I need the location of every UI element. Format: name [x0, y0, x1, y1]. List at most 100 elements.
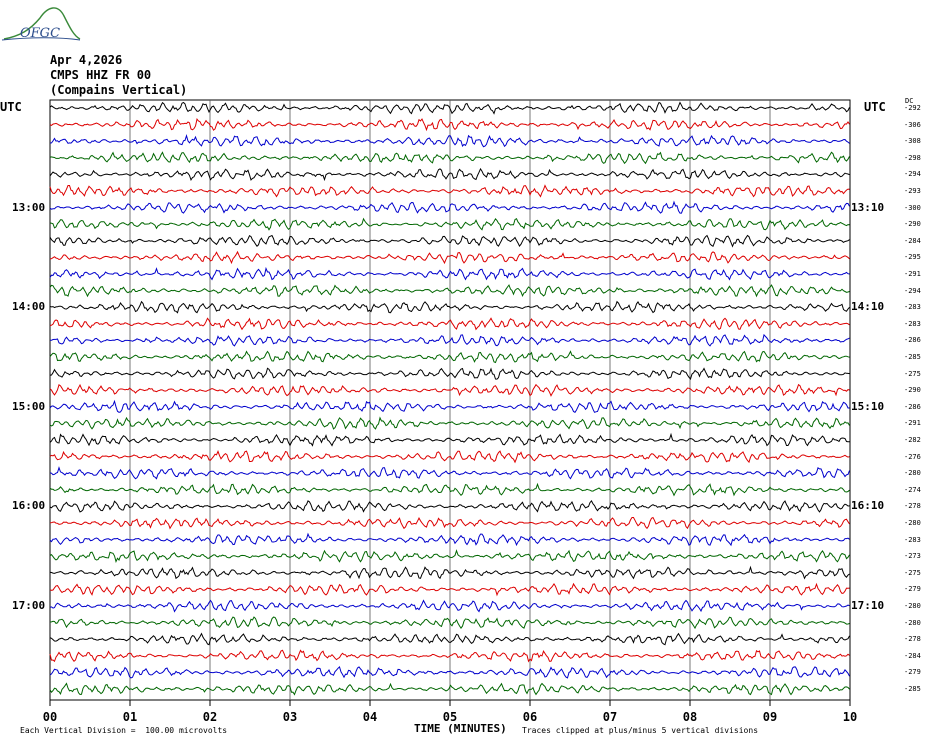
dc-offset-27: -283 — [904, 535, 921, 544]
trace-35 — [49, 665, 850, 679]
footer-clip-note: Traces clipped at plus/minus 5 vertical … — [522, 726, 759, 735]
dc-offset-14: -283 — [904, 319, 921, 328]
x-axis-label: TIME (MINUTES) — [414, 722, 507, 735]
trace-16 — [49, 350, 850, 364]
trace-11 — [49, 266, 850, 281]
header-station: CMPS HHZ FR 00 — [50, 68, 152, 82]
trace-14 — [49, 317, 850, 331]
x-tick-label-00: 00 — [42, 710, 58, 724]
trace-29 — [49, 565, 850, 580]
dc-offset-9: -284 — [904, 236, 921, 245]
right-time-1710: 17:10 — [851, 599, 885, 612]
dc-offset-29: -275 — [904, 568, 921, 577]
dc-offset-28: -273 — [904, 552, 921, 561]
utc-label-right: UTC — [864, 100, 886, 114]
dc-label: DC — [905, 97, 914, 105]
trace-6 — [49, 184, 850, 198]
trace-9 — [49, 234, 850, 248]
dc-offset-7: -300 — [904, 203, 921, 212]
x-tick-label-06: 06 — [522, 710, 538, 724]
x-tick-label-04: 04 — [362, 710, 378, 724]
x-tick-label-08: 08 — [682, 710, 698, 724]
trace-2 — [49, 117, 850, 132]
trace-27 — [49, 532, 850, 547]
trace-28 — [49, 549, 850, 563]
trace-5 — [49, 167, 850, 182]
trace-32 — [49, 616, 850, 630]
logo-text: OFGC — [20, 26, 61, 41]
dc-offset-21: -282 — [904, 436, 921, 444]
dc-offset-12: -294 — [904, 286, 921, 295]
trace-36 — [49, 682, 850, 696]
x-tick-label-05: 05 — [442, 710, 458, 724]
logo-curve — [1, 7, 81, 41]
trace-23 — [49, 466, 850, 480]
left-time-1400: 14:00 — [12, 300, 46, 314]
plot-grid — [49, 99, 851, 701]
trace-21 — [49, 432, 850, 447]
trace-1 — [49, 101, 850, 115]
right-time-1510: 15:10 — [851, 399, 885, 413]
trace-15 — [50, 333, 850, 347]
trace-30 — [49, 582, 850, 597]
dc-offset-2: -306 — [904, 120, 921, 129]
footer-scale-note: Each Vertical Division = 100.00 microvol… — [20, 726, 228, 735]
dc-offset-33: -278 — [904, 635, 921, 644]
dc-offset-23: -280 — [904, 469, 921, 478]
left-time-1500: 15:00 — [12, 399, 46, 413]
dc-offset-35: -279 — [904, 668, 921, 677]
dc-offset-6: -293 — [904, 187, 921, 195]
x-axis-ticks — [49, 700, 851, 706]
x-tick-label-09: 09 — [762, 710, 778, 724]
right-time-1610: 16:10 — [851, 499, 885, 513]
dc-offset-3: -308 — [904, 137, 921, 146]
trace-3 — [49, 133, 850, 148]
x-tick-label-10: 10 — [842, 710, 858, 724]
trace-12 — [49, 284, 850, 298]
dc-offset-1: -292 — [904, 104, 921, 112]
trace-8 — [49, 217, 850, 231]
dc-offset-8: -290 — [904, 220, 921, 229]
trace-13 — [49, 300, 850, 314]
dc-offset-5: -294 — [904, 170, 921, 179]
logo-baseline — [1, 37, 81, 41]
left-time-1700: 17:00 — [12, 599, 46, 612]
x-tick-label-01: 01 — [122, 710, 138, 724]
trace-4 — [49, 151, 850, 165]
x-tick-label-07: 07 — [602, 710, 618, 724]
header-location: (Compains Vertical) — [50, 83, 188, 97]
dc-offset-13: -283 — [904, 303, 921, 312]
trace-34 — [49, 649, 850, 663]
header-date: Apr 4,2026 — [50, 53, 123, 67]
dc-offset-10: -295 — [904, 253, 921, 262]
trace-26 — [49, 516, 850, 530]
trace-19 — [49, 399, 850, 413]
trace-33 — [49, 632, 850, 646]
trace-10 — [49, 250, 850, 265]
dc-offset-24: -274 — [904, 485, 921, 494]
dc-offset-15: -286 — [904, 336, 921, 345]
seismic-traces — [49, 101, 850, 696]
trace-31 — [49, 599, 850, 613]
dc-offset-36: -285 — [904, 685, 921, 693]
trace-24 — [49, 482, 850, 497]
dc-offset-20: -291 — [904, 419, 921, 428]
x-tick-label-03: 03 — [282, 710, 298, 724]
right-time-1410: 14:10 — [851, 300, 885, 314]
dc-offset-32: -280 — [904, 618, 921, 627]
x-tick-label-02: 02 — [202, 710, 218, 724]
trace-20 — [49, 416, 850, 430]
dc-offset-25: -278 — [904, 502, 921, 511]
dc-offset-18: -290 — [904, 386, 921, 395]
dc-offset-26: -280 — [904, 519, 921, 527]
dc-offset-17: -275 — [904, 369, 921, 378]
dc-offset-4: -298 — [904, 153, 921, 162]
dc-offset-22: -276 — [904, 452, 921, 461]
left-time-1300: 13:00 — [12, 200, 46, 214]
trace-17 — [49, 367, 850, 381]
dc-offset-34: -284 — [904, 651, 921, 660]
observatory-logo: OFGC — [0, 0, 80, 46]
trace-7 — [49, 200, 850, 214]
logo-wave — [3, 7, 81, 40]
